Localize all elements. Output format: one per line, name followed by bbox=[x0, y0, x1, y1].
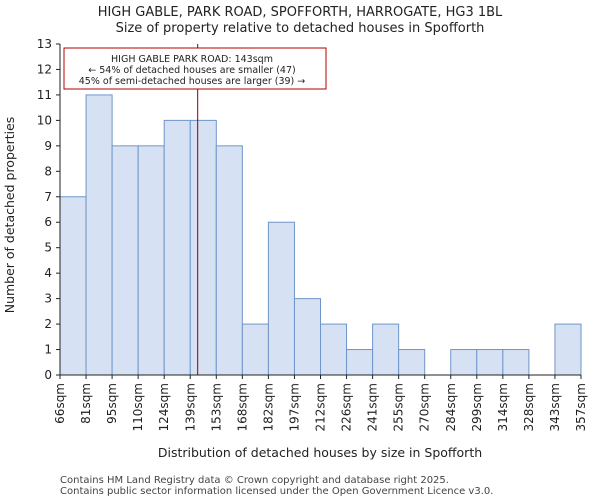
bar bbox=[554, 323, 582, 376]
x-tick-label: 197sqm bbox=[287, 383, 301, 431]
bar bbox=[502, 349, 530, 376]
y-tick-label: 12 bbox=[37, 62, 52, 76]
bar bbox=[320, 323, 348, 376]
bar bbox=[189, 119, 217, 376]
y-tick-label: 8 bbox=[44, 164, 52, 178]
x-tick-label: 255sqm bbox=[392, 383, 406, 431]
bars-group bbox=[59, 94, 582, 376]
y-tick-label: 7 bbox=[44, 190, 52, 204]
annotation-line-2: ← 54% of detached houses are smaller (47… bbox=[88, 65, 295, 76]
y-tick-label: 0 bbox=[44, 368, 52, 382]
x-tick-label: 153sqm bbox=[209, 383, 223, 431]
x-tick-label: 299sqm bbox=[470, 383, 484, 431]
x-tick-label: 81sqm bbox=[79, 383, 93, 424]
y-tick-label: 10 bbox=[37, 113, 52, 127]
bar bbox=[476, 349, 504, 376]
y-tick-label: 9 bbox=[44, 139, 52, 153]
x-tick-label: 343sqm bbox=[548, 383, 562, 431]
y-tick-label: 13 bbox=[37, 37, 52, 51]
annotation-box: HIGH GABLE PARK ROAD: 143sqm ← 54% of de… bbox=[63, 47, 327, 90]
bar bbox=[163, 119, 191, 376]
bar bbox=[85, 94, 113, 376]
x-tick-label: 212sqm bbox=[314, 383, 328, 431]
annotation-border bbox=[63, 47, 327, 90]
chart-subtitle: Size of property relative to detached ho… bbox=[116, 21, 485, 36]
bar bbox=[450, 349, 478, 376]
x-tick-label: 124sqm bbox=[157, 383, 171, 431]
axes-group bbox=[56, 43, 582, 379]
x-tick-label: 314sqm bbox=[496, 383, 510, 431]
x-tick-label: 110sqm bbox=[131, 383, 145, 431]
x-tick-label: 182sqm bbox=[261, 383, 275, 431]
bar bbox=[293, 298, 322, 376]
bar bbox=[267, 221, 295, 376]
x-tick-label: 226sqm bbox=[340, 383, 354, 431]
x-tick-label: 241sqm bbox=[366, 383, 380, 431]
x-tick-label: 168sqm bbox=[235, 383, 249, 431]
x-tick-label: 284sqm bbox=[444, 383, 458, 431]
bar bbox=[346, 349, 374, 376]
bar bbox=[111, 145, 139, 376]
y-tick-label: 5 bbox=[44, 241, 52, 255]
x-tick-label: 270sqm bbox=[418, 383, 432, 431]
y-tick-label: 4 bbox=[44, 266, 52, 280]
bar bbox=[137, 145, 165, 376]
annotation-line-1: HIGH GABLE PARK ROAD: 143sqm bbox=[111, 54, 273, 65]
y-tick-label: 11 bbox=[37, 88, 52, 102]
annotation-line-3: 45% of semi-detached houses are larger (… bbox=[79, 76, 306, 87]
bar bbox=[372, 323, 400, 376]
footer-line-2: Contains public sector information licen… bbox=[60, 486, 493, 497]
y-tick-label: 3 bbox=[44, 292, 52, 306]
footer-line-1: Contains HM Land Registry data © Crown c… bbox=[60, 475, 449, 486]
y-axis-label: Number of detached properties bbox=[2, 117, 17, 314]
chart-title: HIGH GABLE, PARK ROAD, SPOFFORTH, HARROG… bbox=[98, 5, 503, 20]
x-tick-label: 66sqm bbox=[53, 383, 67, 424]
bar bbox=[398, 349, 426, 376]
x-tick-label: 328sqm bbox=[522, 383, 536, 431]
bar bbox=[59, 196, 87, 376]
bar bbox=[241, 323, 269, 376]
y-tick-label: 6 bbox=[44, 215, 52, 229]
x-tick-labels: 66sqm 81sqm 95sqm 110sqm 124sqm 139sqm 153sqm 1… bbox=[53, 383, 588, 431]
y-tick-label: 1 bbox=[44, 343, 52, 357]
x-tick-label: 95sqm bbox=[105, 383, 119, 424]
y-tick-label: 2 bbox=[44, 317, 52, 331]
x-tick-label: 139sqm bbox=[183, 383, 197, 431]
x-tick-label: 357sqm bbox=[574, 383, 588, 431]
bar bbox=[215, 145, 243, 376]
x-axis-label: Distribution of detached houses by size … bbox=[158, 445, 482, 460]
